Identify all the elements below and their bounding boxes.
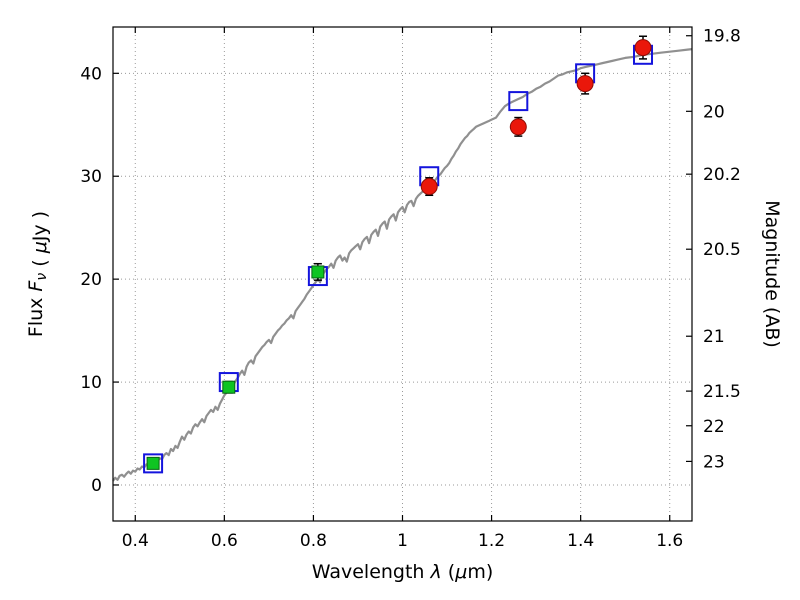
y-tick-label-left: 30 bbox=[80, 167, 102, 187]
y-tick-label-right: 19.8 bbox=[703, 27, 741, 47]
tick-labels: 0.4 0.6 0.8 1 1.2 1.4 1.6 0 10 20 30 40 19.8 20 20.2 20… bbox=[80, 27, 741, 551]
nir-point bbox=[420, 178, 438, 196]
grid-lines bbox=[113, 27, 692, 521]
x-tick-label: 0.8 bbox=[300, 531, 327, 551]
x-tick-label: 1.6 bbox=[656, 531, 683, 551]
optical-point bbox=[146, 456, 160, 470]
y-tick-label-right: 20.2 bbox=[703, 165, 741, 185]
x-tick-label: 1.4 bbox=[567, 531, 594, 551]
y-tick-label-left: 20 bbox=[80, 270, 102, 290]
nir-point bbox=[509, 118, 527, 136]
optical-point bbox=[222, 380, 236, 394]
y-tick-label-right: 22 bbox=[703, 417, 725, 437]
axis-ticks bbox=[113, 27, 692, 521]
observed-points-optical bbox=[146, 262, 325, 470]
x-axis-label: Wavelength λ (μm) bbox=[312, 561, 493, 583]
model-point bbox=[143, 453, 164, 474]
y-tick-label-right: 21.5 bbox=[703, 382, 741, 402]
y-tick-label-right: 20 bbox=[703, 102, 725, 122]
model-point bbox=[508, 91, 529, 112]
x-tick-label: 0.4 bbox=[122, 531, 149, 551]
x-tick-label: 0.6 bbox=[211, 531, 238, 551]
observed-points-nir bbox=[420, 35, 652, 197]
y-tick-label-right: 20.5 bbox=[703, 240, 741, 260]
y-tick-label-left: 40 bbox=[80, 64, 102, 84]
spectrum-line bbox=[112, 48, 693, 482]
optical-point bbox=[311, 265, 325, 279]
y-axis-label-left: Flux Fν ( μJy ) bbox=[25, 211, 51, 337]
x-tick-label: 1.2 bbox=[478, 531, 505, 551]
y-tick-label-right: 21 bbox=[703, 327, 725, 347]
y-tick-label-left: 0 bbox=[91, 476, 102, 496]
y-tick-label-left: 10 bbox=[80, 373, 102, 393]
y-axis-label-right: Magnitude (AB) bbox=[761, 200, 783, 348]
y-tick-label-right: 23 bbox=[703, 452, 725, 472]
nir-point bbox=[634, 39, 652, 57]
nir-point bbox=[576, 75, 594, 93]
x-tick-label: 1 bbox=[397, 531, 408, 551]
